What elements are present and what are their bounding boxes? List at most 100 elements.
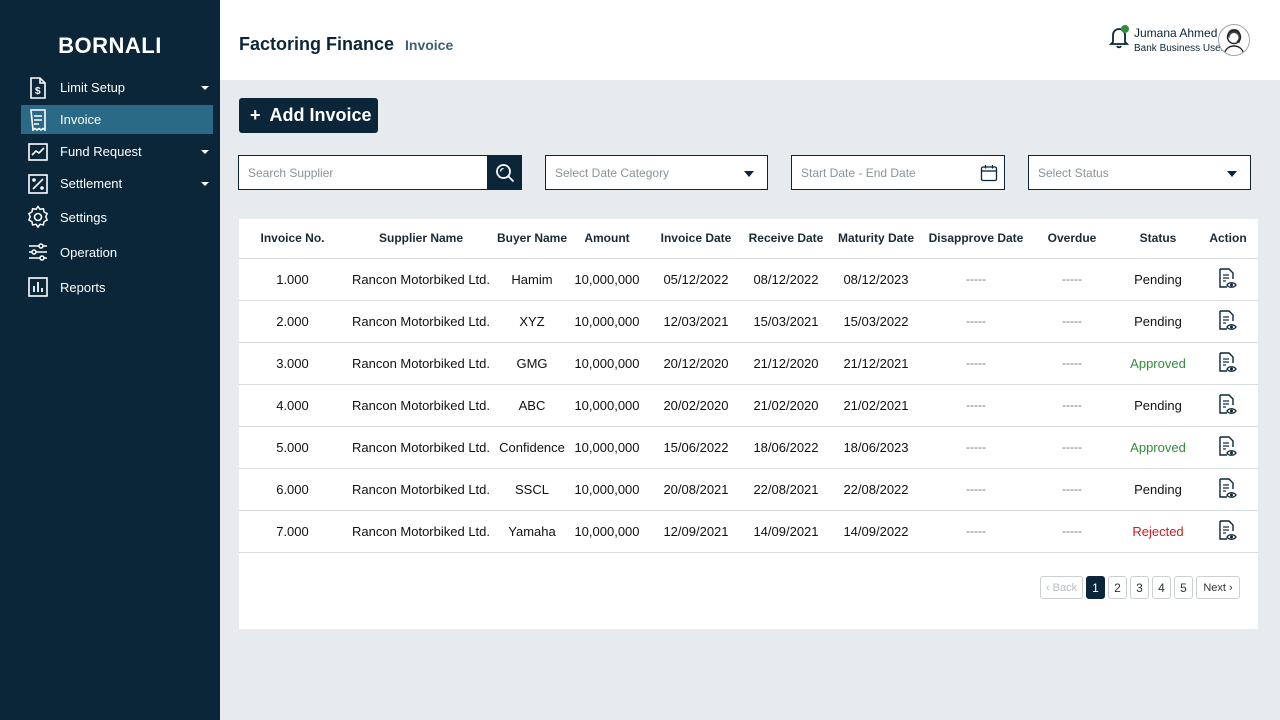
page-4-button[interactable]: 4 bbox=[1152, 576, 1171, 599]
sidebar-item-label: Invoice bbox=[60, 112, 102, 127]
action-cell bbox=[1198, 342, 1258, 385]
bell-icon[interactable] bbox=[1108, 24, 1132, 50]
back-label: Back bbox=[1052, 581, 1078, 594]
view-document-icon[interactable] bbox=[1217, 436, 1239, 458]
column-header: Disapprove Date bbox=[926, 219, 1026, 259]
supplier-cell: Rancon Motorbiked Ltd. bbox=[346, 510, 496, 553]
maturity-date-cell: 21/12/2021 bbox=[826, 342, 926, 385]
view-document-icon[interactable] bbox=[1217, 394, 1239, 416]
action-cell bbox=[1198, 258, 1258, 301]
chevron-down-icon bbox=[201, 181, 209, 186]
view-document-icon[interactable] bbox=[1217, 352, 1239, 374]
disapprove-date-cell: ----- bbox=[926, 384, 1026, 427]
column-header: Status bbox=[1118, 219, 1198, 259]
chevron-down-icon bbox=[1227, 171, 1237, 177]
amount-cell: 10,000,000 bbox=[568, 342, 646, 385]
amount-cell: 10,000,000 bbox=[568, 468, 646, 511]
sidebar-item-settlement[interactable]: Settlement bbox=[21, 169, 213, 198]
sidebar-item-invoice[interactable]: Invoice bbox=[21, 105, 213, 134]
status-select[interactable]: Select Status bbox=[1028, 155, 1251, 190]
overdue-cell: ----- bbox=[1026, 384, 1118, 427]
document-icon: $ bbox=[26, 76, 50, 100]
view-document-icon[interactable] bbox=[1217, 268, 1239, 290]
supplier-cell: Rancon Motorbiked Ltd. bbox=[346, 426, 496, 469]
invoice-date-cell: 05/12/2022 bbox=[646, 258, 746, 301]
supplier-cell: Rancon Motorbiked Ltd. bbox=[346, 468, 496, 511]
invoice-date-cell: 20/02/2020 bbox=[646, 384, 746, 427]
table-row: 4.000 Rancon Motorbiked Ltd. ABC 10,000,… bbox=[239, 384, 1258, 427]
amount-cell: 10,000,000 bbox=[568, 510, 646, 553]
breadcrumb[interactable]: Invoice bbox=[405, 37, 454, 53]
user-name: Jumana Ahmed bbox=[1134, 26, 1218, 40]
sidebar-item-fund-request[interactable]: Fund Request bbox=[21, 137, 213, 166]
top-header: Factoring Finance Invoice Jumana Ahmed B… bbox=[220, 0, 1280, 80]
status-badge: Pending bbox=[1118, 468, 1198, 511]
date-category-select[interactable]: Select Date Category bbox=[545, 155, 768, 190]
status-placeholder: Select Status bbox=[1038, 165, 1109, 180]
sidebar-item-limit-setup[interactable]: $ Limit Setup bbox=[21, 73, 213, 102]
table-row: 1.000 Rancon Motorbiked Ltd. Hamim 10,00… bbox=[239, 258, 1258, 301]
sidebar-item-reports[interactable]: Reports bbox=[21, 271, 213, 303]
page-3-button[interactable]: 3 bbox=[1130, 576, 1149, 599]
maturity-date-cell: 21/02/2021 bbox=[826, 384, 926, 427]
amount-cell: 10,000,000 bbox=[568, 384, 646, 427]
page-1-button[interactable]: 1 bbox=[1086, 576, 1105, 599]
search-input[interactable] bbox=[238, 155, 488, 190]
maturity-date-cell: 08/12/2023 bbox=[826, 258, 926, 301]
column-header: Supplier Name bbox=[346, 219, 496, 259]
overdue-cell: ----- bbox=[1026, 342, 1118, 385]
bar-chart-icon bbox=[26, 275, 50, 299]
column-header: Buyer Name bbox=[496, 219, 568, 259]
table-row: 3.000 Rancon Motorbiked Ltd. GMG 10,000,… bbox=[239, 342, 1258, 385]
sidebar-item-operation[interactable]: Operation bbox=[21, 236, 213, 268]
disapprove-date-cell: ----- bbox=[926, 300, 1026, 343]
sidebar-item-settings[interactable]: Settings bbox=[21, 201, 213, 233]
date-category-placeholder: Select Date Category bbox=[555, 165, 670, 180]
pagination: ‹ Back 1 2 3 4 5 Next › bbox=[1040, 576, 1243, 599]
plus-icon: + bbox=[250, 105, 261, 125]
sliders-icon bbox=[26, 240, 50, 264]
calendar-icon bbox=[980, 164, 998, 182]
receipt-icon bbox=[26, 108, 50, 132]
receive-date-cell: 21/02/2020 bbox=[746, 384, 826, 427]
next-button[interactable]: Next › bbox=[1196, 576, 1240, 599]
back-button[interactable]: ‹ Back bbox=[1040, 576, 1083, 599]
table-row: 6.000 Rancon Motorbiked Ltd. SSCL 10,000… bbox=[239, 468, 1258, 511]
status-badge: Pending bbox=[1118, 384, 1198, 427]
invoice-date-cell: 20/12/2020 bbox=[646, 342, 746, 385]
view-document-icon[interactable] bbox=[1217, 520, 1239, 542]
buyer-cell: SSCL bbox=[496, 468, 568, 511]
maturity-date-cell: 15/03/2022 bbox=[826, 300, 926, 343]
status-badge: Approved bbox=[1118, 342, 1198, 385]
status-badge: Pending bbox=[1118, 258, 1198, 301]
page-5-button[interactable]: 5 bbox=[1174, 576, 1193, 599]
add-invoice-button[interactable]: + Add Invoice bbox=[239, 98, 378, 133]
gear-icon bbox=[26, 205, 50, 229]
disapprove-date-cell: ----- bbox=[926, 342, 1026, 385]
invoice-no-cell: 2.000 bbox=[239, 300, 346, 343]
brand-logo: BORNALI bbox=[58, 33, 162, 58]
sidebar-item-label: Limit Setup bbox=[60, 80, 126, 95]
date-range-picker[interactable]: Start Date - End Date bbox=[791, 155, 1005, 190]
overdue-cell: ----- bbox=[1026, 468, 1118, 511]
status-badge: Pending bbox=[1118, 300, 1198, 343]
avatar[interactable] bbox=[1218, 24, 1250, 56]
date-range-placeholder: Start Date - End Date bbox=[801, 165, 916, 180]
view-document-icon[interactable] bbox=[1217, 478, 1239, 500]
sidebar: BORNALI $ Limit Setup Invoice Fund Reque… bbox=[0, 0, 220, 720]
percent-icon bbox=[26, 172, 50, 196]
view-document-icon[interactable] bbox=[1217, 310, 1239, 332]
overdue-cell: ----- bbox=[1026, 258, 1118, 301]
sidebar-nav: $ Limit Setup Invoice Fund Request Settl… bbox=[21, 73, 213, 306]
overdue-cell: ----- bbox=[1026, 426, 1118, 469]
action-cell bbox=[1198, 384, 1258, 427]
page-title: Factoring Finance bbox=[239, 34, 395, 54]
search-button[interactable] bbox=[487, 155, 522, 190]
receive-date-cell: 18/06/2022 bbox=[746, 426, 826, 469]
chevron-down-icon bbox=[201, 85, 209, 90]
page-2-button[interactable]: 2 bbox=[1108, 576, 1127, 599]
action-cell bbox=[1198, 426, 1258, 469]
supplier-cell: Rancon Motorbiked Ltd. bbox=[346, 300, 496, 343]
table-row: 7.000 Rancon Motorbiked Ltd. Yamaha 10,0… bbox=[239, 510, 1258, 553]
supplier-cell: Rancon Motorbiked Ltd. bbox=[346, 342, 496, 385]
